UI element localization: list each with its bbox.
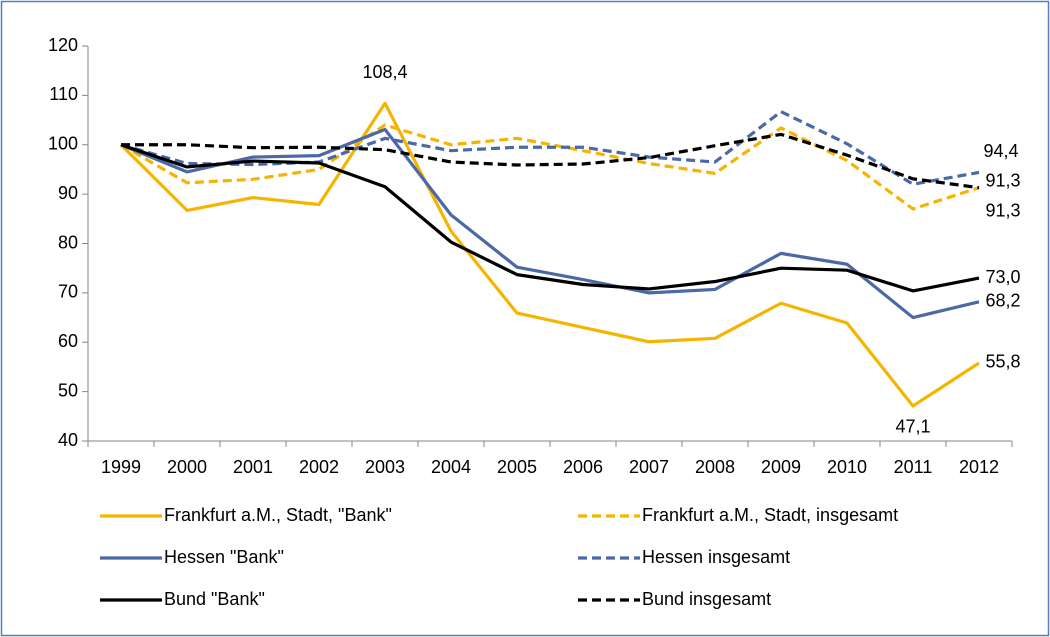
legend-label: Hessen insgesamt	[642, 547, 790, 567]
data-label: 91,3	[985, 170, 1020, 190]
legend-label: Frankfurt a.M., Stadt, insgesamt	[642, 505, 898, 525]
data-label: 108,4	[362, 62, 407, 82]
y-tick-label: 80	[58, 232, 78, 252]
x-tick-label: 2009	[761, 457, 801, 477]
x-tick-label: 2007	[629, 457, 669, 477]
series-line	[119, 101, 980, 408]
y-tick-label: 90	[58, 183, 78, 203]
series-line	[121, 132, 980, 190]
legend-label: Hessen "Bank"	[164, 547, 284, 567]
x-tick-label: 2005	[497, 457, 537, 477]
y-tick-label: 40	[58, 430, 78, 450]
x-tick-label: 2002	[299, 457, 339, 477]
x-tick-label: 2004	[431, 457, 471, 477]
x-tick-label: 2008	[695, 457, 735, 477]
y-tick-label: 100	[48, 134, 78, 154]
legend-label: Frankfurt a.M., Stadt, "Bank"	[164, 505, 392, 525]
data-label: 55,8	[985, 352, 1020, 372]
legend-label: Bund "Bank"	[164, 589, 265, 609]
y-tick-label: 70	[58, 282, 78, 302]
data-label: 91,3	[985, 200, 1020, 220]
legend-label: Bund insgesamt	[642, 589, 771, 609]
x-tick-label: 1999	[101, 457, 141, 477]
data-label: 47,1	[895, 417, 930, 437]
data-label: 68,2	[985, 291, 1020, 311]
y-tick-label: 60	[58, 331, 78, 351]
series-line	[120, 143, 980, 293]
x-tick-label: 2010	[827, 457, 867, 477]
y-tick-label: 50	[58, 380, 78, 400]
x-tick-label: 2012	[959, 457, 999, 477]
x-tick-label: 2003	[365, 457, 405, 477]
y-tick-label: 110	[49, 84, 78, 104]
data-label: 73,0	[985, 267, 1020, 287]
x-tick-label: 2001	[233, 457, 273, 477]
x-tick-label: 2006	[563, 457, 603, 477]
series-line	[120, 127, 980, 320]
series-line	[120, 110, 980, 186]
x-tick-label: 2011	[894, 457, 933, 477]
x-tick-label: 2000	[167, 457, 207, 477]
data-label: 94,4	[983, 141, 1018, 161]
y-tick-label: 120	[48, 35, 78, 55]
